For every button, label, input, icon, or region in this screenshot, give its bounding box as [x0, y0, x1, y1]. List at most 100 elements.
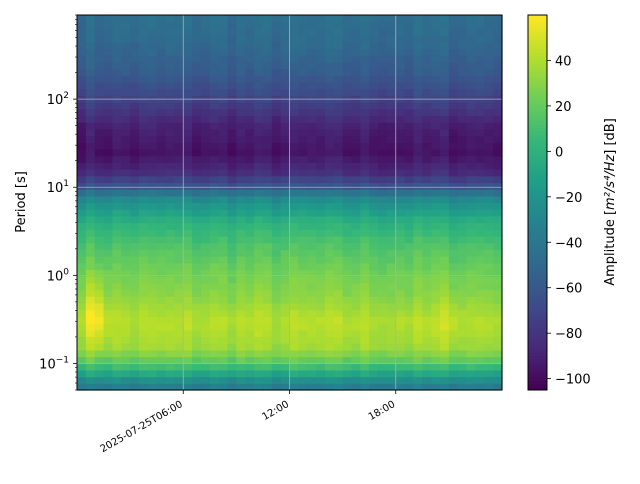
heatmap-cell: [475, 202, 485, 210]
heatmap-cell: [200, 108, 211, 117]
heatmap-cell: [440, 343, 450, 351]
heatmap-cell: [192, 175, 202, 184]
heatmap-cell: [342, 276, 353, 284]
heatmap-cell: [404, 349, 415, 358]
heatmap-cell: [360, 329, 370, 338]
heatmap-cell: [103, 68, 114, 76]
heatmap-cell: [245, 175, 255, 184]
heatmap-cell: [448, 108, 459, 117]
heatmap-cell: [422, 162, 432, 170]
heatmap-cell: [147, 81, 158, 90]
heatmap-cell: [333, 88, 344, 96]
heatmap-cell: [324, 235, 335, 244]
heatmap-cell: [360, 148, 370, 157]
heatmap-cell: [156, 75, 167, 83]
heatmap-cell: [298, 189, 308, 197]
heatmap-cell: [254, 135, 264, 143]
heatmap-cell: [307, 302, 317, 311]
heatmap-cell: [85, 296, 96, 304]
heatmap-cell: [245, 135, 255, 143]
heatmap-cell: [200, 235, 211, 244]
colorbar-segment: [528, 40, 547, 44]
heatmap-cell: [493, 343, 503, 351]
heatmap-cell: [484, 329, 494, 338]
heatmap-cell: [404, 289, 415, 297]
heatmap-cell: [404, 302, 415, 311]
heatmap-cell: [298, 369, 308, 378]
heatmap-cell: [431, 282, 441, 291]
heatmap-cell: [413, 296, 423, 304]
heatmap-cell: [484, 229, 494, 237]
heatmap-cell: [271, 115, 282, 123]
heatmap-cell: [475, 28, 485, 36]
heatmap-cell: [174, 202, 184, 210]
heatmap-cell: [192, 88, 202, 96]
heatmap-cell: [440, 15, 450, 23]
heatmap-cell: [404, 336, 415, 344]
heatmap-cell: [271, 41, 282, 50]
heatmap-cell: [307, 81, 317, 90]
heatmap-cell: [174, 128, 184, 137]
heatmap-cell: [200, 302, 211, 311]
heatmap-cell: [289, 376, 299, 384]
y-tick-label: 102: [47, 91, 69, 108]
heatmap-cell: [227, 363, 237, 371]
heatmap-cell: [174, 256, 184, 264]
heatmap-cell: [404, 41, 415, 50]
heatmap-cell: [493, 128, 503, 137]
heatmap-cell: [484, 41, 494, 50]
heatmap-cell: [262, 55, 273, 63]
heatmap-cell: [121, 336, 131, 344]
heatmap-cell: [103, 289, 114, 297]
heatmap-cell: [289, 296, 299, 304]
heatmap-cell: [227, 75, 237, 83]
heatmap-cell: [333, 302, 344, 311]
heatmap-cell: [413, 256, 423, 264]
heatmap-cell: [351, 336, 361, 344]
heatmap-cell: [183, 81, 193, 90]
heatmap-cell: [183, 222, 193, 230]
heatmap-cell: [121, 122, 131, 130]
heatmap-cell: [200, 369, 211, 378]
heatmap-cell: [227, 41, 237, 50]
heatmap-cell: [395, 142, 406, 150]
heatmap-cell: [200, 296, 211, 304]
heatmap-cell: [431, 222, 441, 230]
heatmap-cell: [156, 302, 167, 311]
heatmap-cell: [147, 336, 158, 344]
heatmap-cell: [227, 376, 237, 384]
heatmap-cell: [280, 142, 291, 150]
heatmap-cell: [227, 68, 237, 76]
heatmap-cell: [77, 349, 87, 358]
heatmap-cell: [422, 202, 432, 210]
heatmap-cell: [431, 349, 441, 358]
heatmap-cell: [440, 182, 450, 190]
colorbar-segment: [528, 115, 547, 119]
heatmap-cell: [130, 28, 140, 36]
heatmap-cell: [77, 102, 87, 110]
heatmap-cell: [307, 316, 317, 324]
heatmap-cell: [351, 122, 361, 130]
heatmap-cell: [360, 309, 370, 317]
heatmap-cell: [183, 135, 193, 143]
heatmap-cell: [121, 262, 131, 271]
heatmap-cell: [271, 282, 282, 291]
heatmap-cell: [466, 276, 477, 284]
heatmap-cell: [422, 115, 432, 123]
heatmap-cell: [192, 108, 202, 117]
heatmap-cell: [289, 68, 299, 76]
heatmap-cell: [262, 169, 273, 177]
heatmap-cell: [422, 88, 432, 96]
heatmap-cell: [254, 68, 264, 76]
heatmap-cell: [245, 61, 255, 70]
heatmap-cell: [227, 316, 237, 324]
heatmap-cell: [422, 215, 432, 224]
heatmap-cell: [386, 249, 397, 257]
heatmap-cell: [138, 269, 149, 277]
heatmap-cell: [342, 75, 353, 83]
heatmap-cell: [333, 235, 344, 244]
heatmap-cell: [404, 269, 415, 277]
heatmap-cell: [440, 202, 450, 210]
heatmap-cell: [183, 209, 193, 217]
